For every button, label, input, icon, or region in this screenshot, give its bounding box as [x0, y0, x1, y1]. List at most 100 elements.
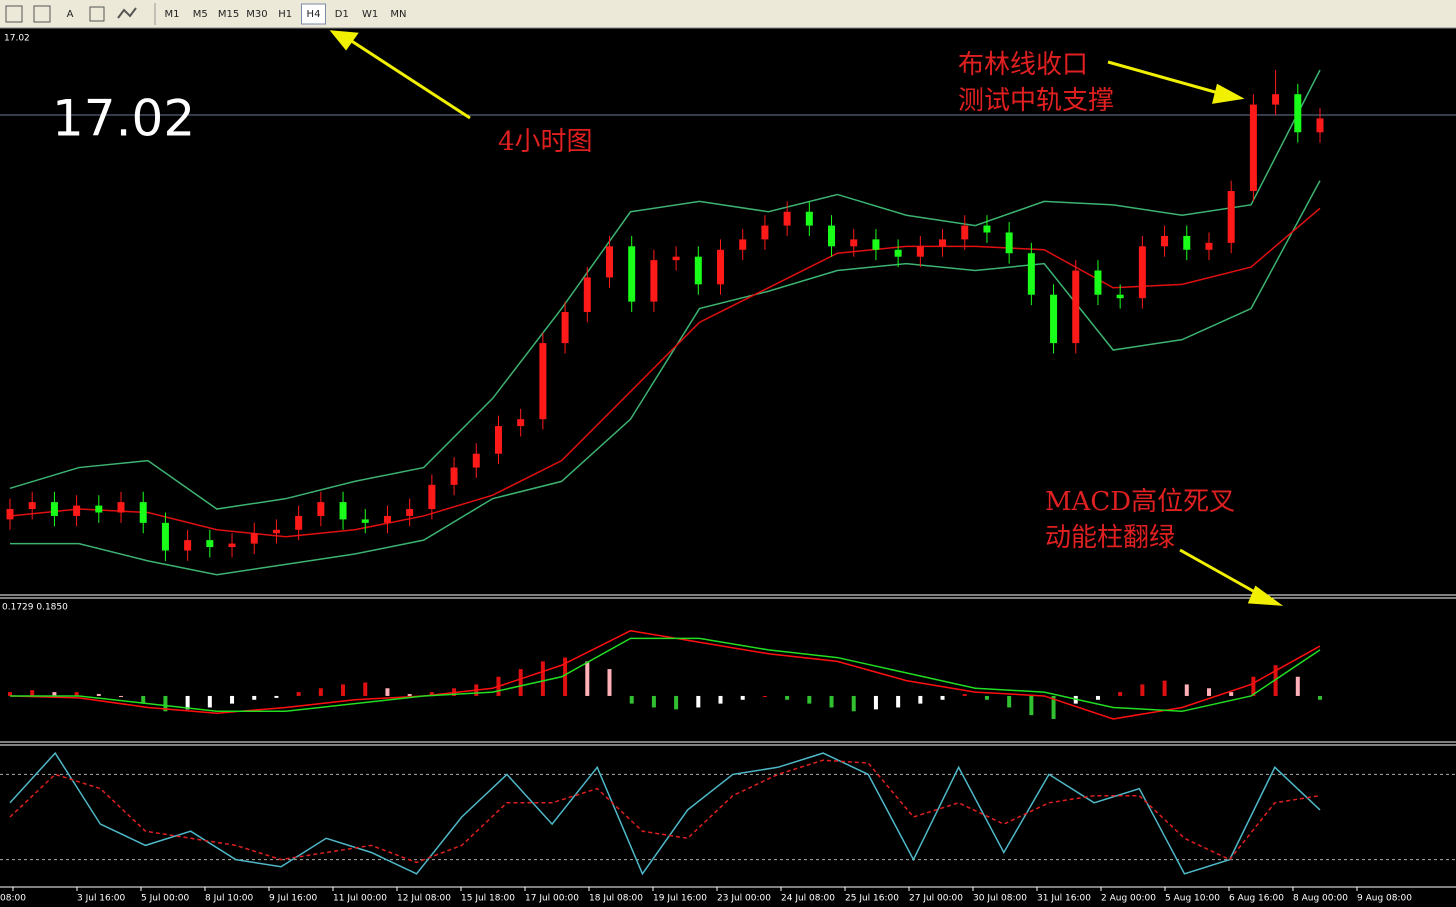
candle-body [717, 249, 725, 285]
timeframe-label: M30 [246, 9, 267, 20]
histogram-bar [1140, 684, 1145, 696]
histogram-bar [918, 695, 923, 704]
x-tick-label: 31 Jul 16:00 [1037, 894, 1091, 904]
x-tick-label: 08:00 [0, 894, 26, 904]
histogram-bar [341, 684, 346, 696]
indicator-line [9, 751, 1321, 876]
histogram-bar [984, 695, 989, 700]
active-frame [301, 3, 326, 25]
indicator-line [10, 180, 1321, 576]
candle-body [805, 211, 813, 226]
candle-body [117, 502, 125, 513]
histogram-bar [407, 694, 412, 696]
timeframe-button[interactable]: M1 [165, 9, 180, 20]
histogram-bar [762, 695, 767, 697]
toolbar [0, 0, 1456, 28]
annotation: 布林线收口 [958, 50, 1088, 80]
timeframe-button[interactable]: H4 [301, 3, 326, 25]
timeframe-button[interactable]: M5 [193, 9, 208, 20]
timeframe-button[interactable]: D1 [335, 9, 349, 20]
histogram-bar [296, 692, 301, 696]
histogram-bar [429, 692, 434, 696]
histogram-bar [740, 695, 745, 700]
x-tick-label: 6 Aug 16:00 [1229, 894, 1284, 904]
candle-body [361, 519, 369, 523]
x-tick-label: 24 Jul 08:00 [781, 894, 835, 904]
candle-body [605, 246, 613, 278]
candle-body [628, 246, 636, 302]
histogram-bar [1206, 688, 1211, 696]
candle-body [272, 529, 280, 534]
x-tick-label: 8 Aug 00:00 [1293, 894, 1348, 904]
x-tick-label: 3 Jul 16:00 [77, 894, 126, 904]
macd-label: 0.1729 0.1850 [2, 603, 68, 613]
x-tick-label: 19 Jul 16:00 [653, 894, 707, 904]
candle-body [517, 419, 525, 427]
candle-body [1294, 94, 1302, 133]
timeframe-button[interactable]: H1 [278, 9, 292, 20]
candle-body [95, 505, 103, 513]
histogram-bar [207, 695, 212, 708]
candle-body [73, 505, 81, 516]
x-tick-label: 23 Jul 00:00 [717, 894, 771, 904]
histogram-bar [141, 695, 146, 704]
candle-body [1116, 294, 1124, 299]
histogram-bar [74, 692, 79, 696]
timeframe-button[interactable]: M15 [218, 9, 239, 20]
candle-body [28, 502, 36, 510]
histogram-bar [518, 669, 523, 696]
histogram-bar [718, 695, 723, 704]
indicator-line [9, 69, 1321, 510]
candle-body [206, 540, 214, 548]
histogram-bar [1029, 695, 1034, 716]
candle-body [161, 522, 169, 551]
candle-body [872, 239, 880, 250]
price-label: 17.02 [4, 34, 30, 44]
candle-body [339, 502, 347, 520]
histogram-bar [1184, 684, 1189, 696]
tool-icons[interactable]: A [5, 5, 137, 23]
x-tick-label: 9 Aug 08:00 [1357, 894, 1412, 904]
timeframe-button[interactable]: MN [390, 9, 406, 20]
candle-body [139, 502, 147, 523]
candle-body [494, 426, 502, 454]
timeframe-label: H4 [307, 9, 321, 20]
histogram-bar [274, 695, 279, 698]
candle-body [761, 225, 769, 240]
candle-body [184, 540, 192, 551]
timeframe-button[interactable]: W1 [362, 9, 378, 20]
candle-body [1138, 246, 1146, 299]
histogram-bar [585, 661, 590, 696]
x-tick-label: 30 Jul 08:00 [973, 894, 1027, 904]
x-tick-label: 12 Jul 08:00 [397, 894, 451, 904]
histogram-bar [1007, 695, 1012, 708]
candle-body [1227, 191, 1235, 243]
histogram-bar [318, 688, 323, 696]
histogram-bar [1162, 680, 1167, 696]
candle-body [1072, 270, 1080, 344]
histogram-bar [1295, 676, 1300, 696]
histogram-bar [851, 695, 856, 712]
candle-body [694, 256, 702, 285]
timeframe-label: M15 [218, 9, 239, 20]
candle-body [539, 343, 547, 420]
x-tick-label: 11 Jul 00:00 [333, 894, 387, 904]
candle-body [828, 225, 836, 247]
x-tick-label: 9 Jul 16:00 [269, 894, 318, 904]
candle-body [650, 260, 658, 302]
candle-body [1161, 235, 1169, 247]
candle-body [783, 211, 791, 226]
timeframe-label: M1 [165, 9, 180, 20]
candle-body [1249, 104, 1257, 192]
timeframe-label: M5 [193, 9, 208, 20]
candle-body [894, 249, 902, 257]
x-tick-label: 15 Jul 18:00 [461, 894, 515, 904]
candle-body [916, 246, 924, 257]
histogram-bar [185, 695, 190, 710]
timeframe-label: W1 [362, 9, 378, 20]
histogram-bar [1318, 695, 1322, 700]
price-big: 17.02 [52, 90, 195, 148]
histogram-bar [651, 695, 656, 708]
timeframe-button[interactable]: M30 [246, 9, 267, 20]
candle-body [317, 502, 325, 516]
